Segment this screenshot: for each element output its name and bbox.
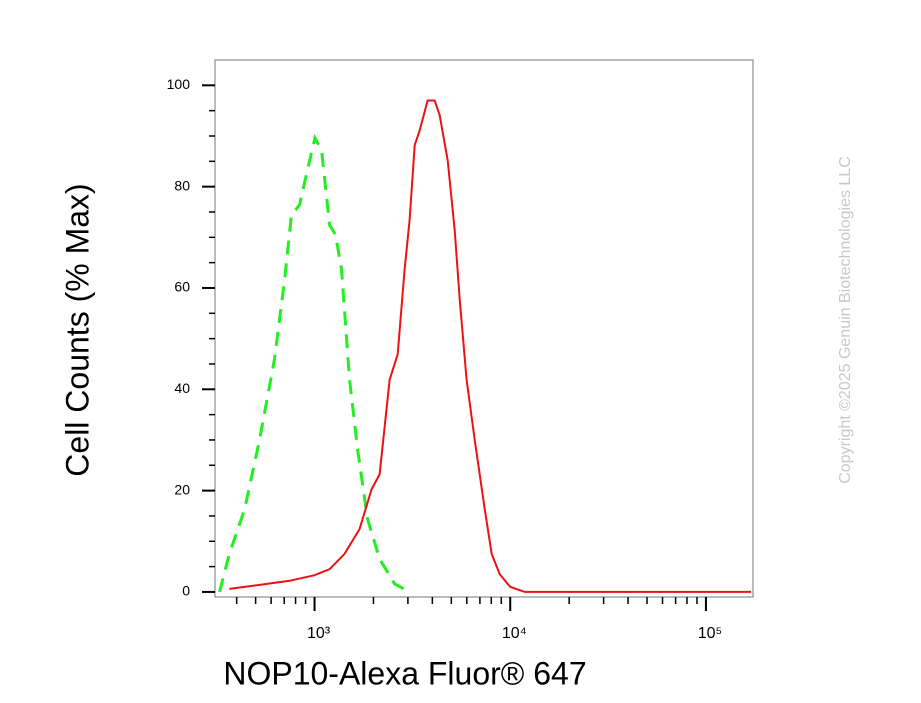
x-axis-label: NOP10-Alexa Fluor® 647 bbox=[223, 655, 586, 691]
y-tick-label: 80 bbox=[174, 177, 190, 193]
y-axis-label: Cell Counts (% Max) bbox=[59, 183, 95, 476]
histogram-line bbox=[218, 133, 411, 594]
x-tick-label: 10⁴ bbox=[502, 625, 527, 642]
y-tick-label: 20 bbox=[174, 481, 190, 497]
histogram-line bbox=[229, 99, 752, 593]
copyright: Copyright ©2025 Genuin Biotechnologies L… bbox=[837, 156, 854, 484]
x-tick-label: 10⁵ bbox=[698, 625, 722, 642]
y-tick-label: 0 bbox=[182, 583, 190, 599]
y-tick-label: 40 bbox=[174, 380, 190, 396]
y-tick-label: 100 bbox=[167, 76, 191, 92]
plot-frame bbox=[214, 59, 754, 598]
y-tick-label: 60 bbox=[174, 279, 190, 295]
x-tick-label: 10³ bbox=[307, 625, 331, 642]
